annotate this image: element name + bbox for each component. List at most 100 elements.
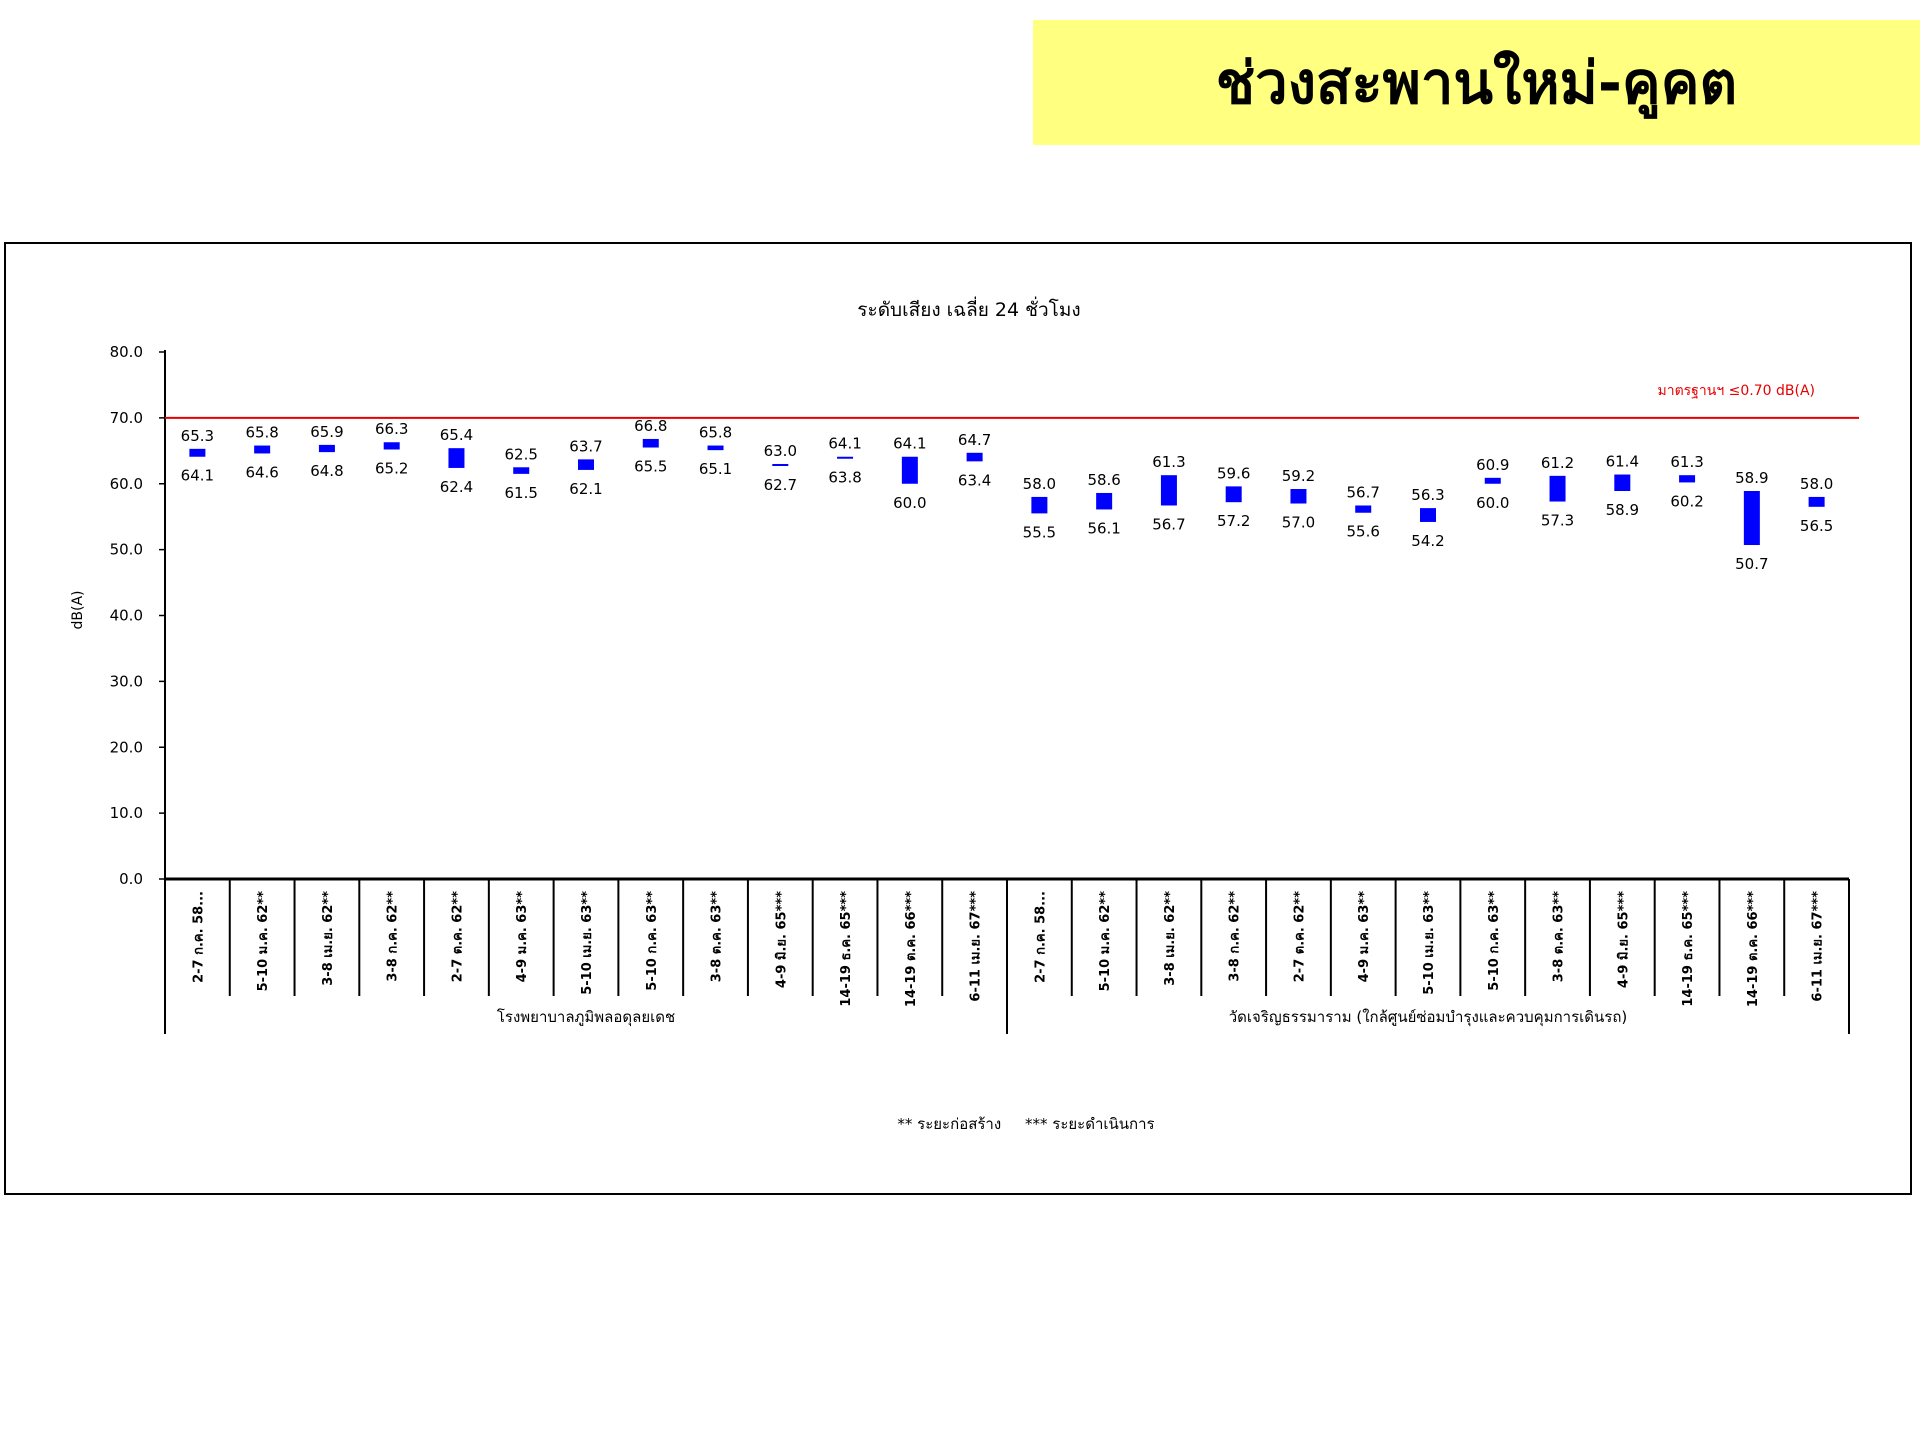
- x-tick-label: 2-7 ต.ค. 62**: [1292, 891, 1307, 982]
- x-tick-label: 14-19 ธ.ค. 65***: [839, 891, 854, 1007]
- x-tick-label: 2-7 ก.ค. 58...: [1033, 891, 1048, 983]
- low-value-label: 63.4: [958, 471, 991, 489]
- group-label: วัดเจริญธรรมาราม (ใกล้ศูนย์ซ่อมบำรุงและค…: [1229, 1008, 1628, 1027]
- low-value-label: 56.1: [1087, 519, 1120, 537]
- chart-title: ระดับเสียง เฉลี่ย 24 ชั่วโมง: [857, 296, 1080, 321]
- y-tick-label: 10.0: [110, 804, 143, 822]
- high-value-label: 65.4: [440, 426, 473, 444]
- range-bar: [1225, 486, 1242, 503]
- range-bar: [1290, 489, 1307, 504]
- high-value-label: 65.9: [310, 423, 343, 441]
- x-tick-label: 2-7 ต.ค. 62**: [450, 891, 465, 982]
- low-value-label: 60.2: [1670, 492, 1703, 510]
- low-value-label: 61.5: [505, 484, 538, 502]
- high-value-label: 56.7: [1347, 483, 1380, 501]
- low-value-label: 64.6: [245, 463, 278, 481]
- y-tick-label: 70.0: [110, 409, 143, 427]
- range-bar: [1679, 475, 1696, 483]
- range-bar: [189, 448, 206, 457]
- y-tick-label: 40.0: [110, 607, 143, 625]
- low-value-label: 60.0: [1476, 494, 1509, 512]
- low-value-label: 56.5: [1800, 517, 1833, 535]
- range-bar: [1549, 475, 1566, 502]
- y-tick-label: 80.0: [110, 343, 143, 361]
- low-value-label: 55.5: [1023, 523, 1056, 541]
- low-value-label: 63.8: [828, 469, 861, 487]
- chart-frame: ระดับเสียง เฉลี่ย 24 ชั่วโมง dB(A) มาตรฐ…: [4, 242, 1912, 1195]
- high-value-label: 66.3: [375, 420, 408, 438]
- x-tick-label: 3-8 ต.ค. 63**: [1552, 891, 1567, 982]
- high-value-label: 61.4: [1606, 453, 1639, 471]
- high-value-label: 61.3: [1670, 453, 1703, 471]
- high-value-label: 65.8: [245, 424, 278, 442]
- high-value-label: 62.5: [505, 445, 538, 463]
- high-value-label: 64.1: [828, 435, 861, 453]
- range-bar: [1031, 496, 1048, 514]
- range-bar: [578, 459, 594, 470]
- y-tick-label: 50.0: [110, 541, 143, 559]
- range-bar: [1614, 474, 1631, 491]
- x-tick-label: 4-9 ม.ค. 63**: [515, 891, 530, 983]
- range-bar: [383, 442, 400, 450]
- high-value-label: 58.9: [1735, 469, 1768, 487]
- standard-label: มาตรฐานฯ ≤0.70 dB(A): [1657, 383, 1815, 399]
- x-tick-label: 5-10 ก.ค. 63**: [645, 891, 660, 991]
- high-value-label: 59.2: [1282, 467, 1315, 485]
- low-value-label: 50.7: [1735, 555, 1768, 573]
- y-tick-label: 20.0: [110, 738, 143, 756]
- low-value-label: 65.1: [699, 460, 732, 478]
- high-value-label: 65.8: [699, 424, 732, 442]
- x-tick-label: 5-10 ม.ค. 62**: [256, 891, 271, 992]
- low-value-label: 57.3: [1541, 512, 1574, 530]
- high-value-label: 59.6: [1217, 464, 1250, 482]
- x-tick-label: 2-7 ก.ค. 58...: [191, 891, 206, 983]
- group-label: โรงพยาบาลภูมิพลอดุลยเดช: [497, 1008, 675, 1027]
- high-value-label: 58.6: [1087, 471, 1120, 489]
- noise-range-chart: ระดับเสียง เฉลี่ย 24 ชั่วโมง dB(A) มาตรฐ…: [70, 296, 1859, 1133]
- range-bar: [642, 438, 659, 448]
- range-bar: [448, 448, 465, 468]
- high-value-label: 61.3: [1152, 453, 1185, 471]
- range-bar: [1743, 490, 1760, 546]
- y-tick-label: 60.0: [110, 475, 143, 493]
- low-value-label: 64.8: [310, 462, 343, 480]
- x-tick-label: 4-9 มิ.ย. 65***: [774, 891, 789, 988]
- x-tick-label: 14-19 ธ.ค. 65***: [1681, 891, 1696, 1007]
- high-value-label: 56.3: [1411, 486, 1444, 504]
- range-bar: [318, 444, 335, 453]
- low-value-label: 55.6: [1347, 523, 1380, 541]
- range-bar: [707, 445, 724, 451]
- low-value-label: 62.1: [569, 480, 602, 498]
- low-value-label: 57.0: [1282, 514, 1315, 532]
- low-value-label: 65.5: [634, 458, 667, 476]
- x-tick-label: 4-9 มิ.ย. 65***: [1616, 891, 1631, 988]
- range-bar: [901, 456, 918, 484]
- x-tick-label: 6-11 เม.ย. 67***: [1811, 891, 1826, 1002]
- high-value-label: 64.7: [958, 431, 991, 449]
- high-value-label: 61.2: [1541, 454, 1574, 472]
- range-bar: [1484, 477, 1501, 484]
- high-value-label: 58.0: [1023, 475, 1056, 493]
- high-value-label: 58.0: [1800, 475, 1833, 493]
- page-title: ช่วงสะพานใหม่-คูคต: [1215, 49, 1738, 117]
- x-tick-label: 5-10 เม.ย. 63**: [580, 891, 595, 995]
- x-tick-label: 14-19 ต.ค. 66***: [1746, 891, 1761, 1007]
- x-tick-label: 3-8 เม.ย. 62**: [321, 891, 336, 986]
- y-tick-label: 30.0: [110, 672, 143, 690]
- high-value-label: 64.1: [893, 435, 926, 453]
- x-tick-label: 3-8 ก.ค. 62**: [386, 891, 401, 982]
- x-tick-label: 3-8 เม.ย. 62**: [1163, 891, 1178, 986]
- legend-note: ** ระยะก่อสร้าง *** ระยะดำเนินการ: [897, 1115, 1154, 1133]
- x-tick-label: 5-10 ก.ค. 63**: [1487, 891, 1502, 991]
- range-bar: [772, 463, 789, 466]
- x-tick-label: 4-9 ม.ค. 63**: [1357, 891, 1372, 983]
- x-tick-label: 3-8 ก.ค. 62**: [1228, 891, 1243, 982]
- high-value-label: 65.3: [181, 427, 214, 445]
- low-value-label: 64.1: [181, 467, 214, 485]
- range-bar: [1808, 496, 1825, 507]
- low-value-label: 54.2: [1411, 532, 1444, 550]
- low-value-label: 65.2: [375, 459, 408, 477]
- low-value-label: 58.9: [1606, 501, 1639, 519]
- range-bar: [513, 467, 530, 474]
- x-tick-label: 14-19 ต.ค. 66***: [904, 891, 919, 1007]
